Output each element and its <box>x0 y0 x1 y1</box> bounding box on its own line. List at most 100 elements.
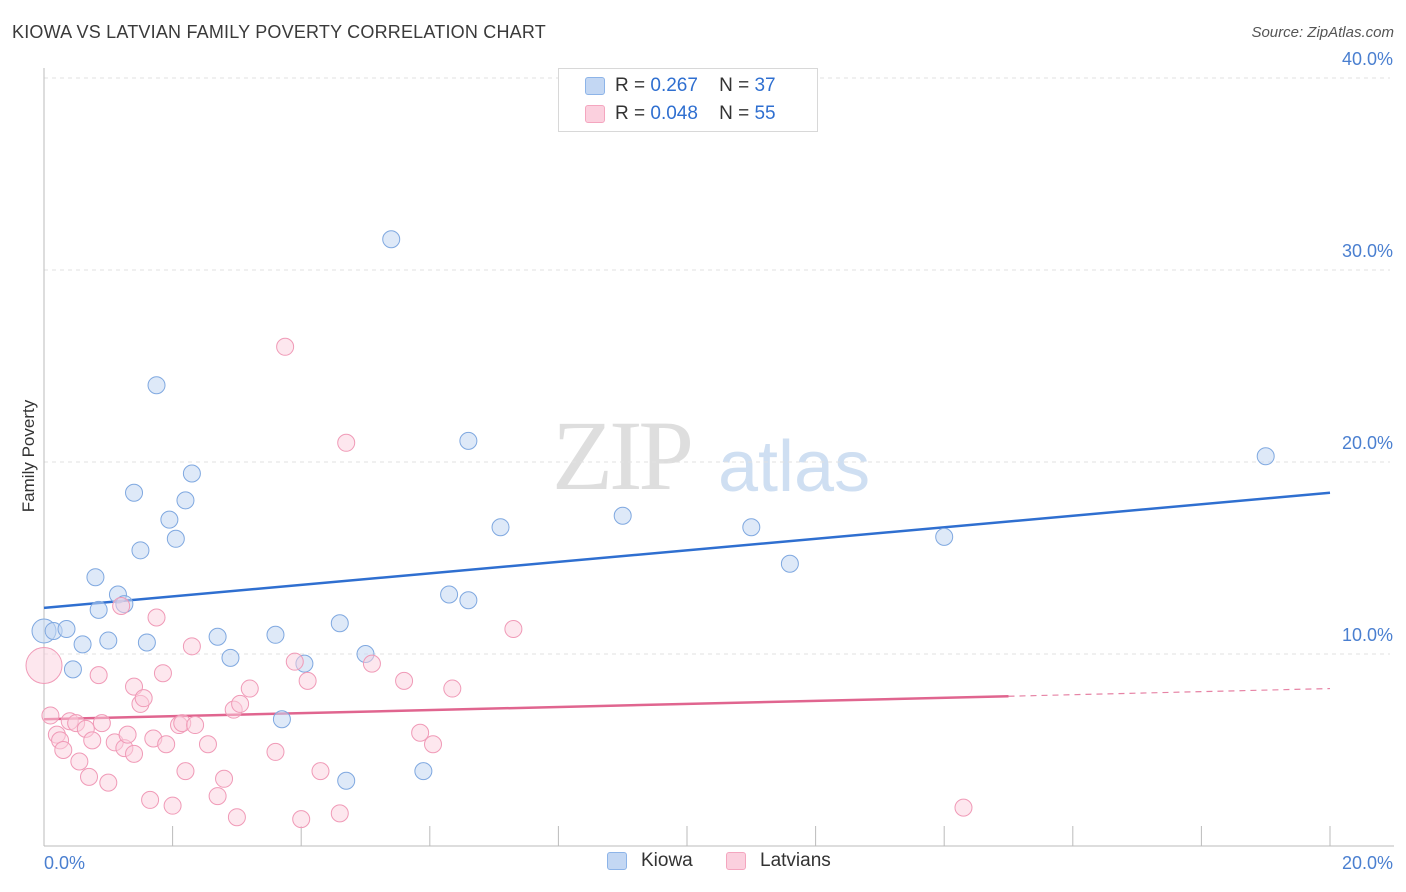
kiowa-point <box>221 648 240 667</box>
latvians-point <box>125 677 144 696</box>
bottom-legend-label: Latvians <box>760 850 831 871</box>
x-tick-label: 20.0% <box>1342 853 1393 873</box>
legend-r-value: 0.267 <box>650 75 698 96</box>
chart-title: KIOWA VS LATVIAN FAMILY POVERTY CORRELAT… <box>12 22 546 42</box>
kiowa-swatch <box>585 77 605 95</box>
latvians-point <box>215 769 234 788</box>
correlation-legend: R = 0.267 N = 37 R = 0.048 N = 55 <box>558 68 818 132</box>
latvians-point <box>118 725 137 744</box>
latvians-point <box>134 689 153 708</box>
legend-n-value: 55 <box>754 103 776 124</box>
latvians-point <box>276 337 295 356</box>
legend-row-kiowa: R = 0.267 N = 37 <box>585 73 776 99</box>
kiowa-swatch <box>607 852 627 870</box>
kiowa-point <box>99 631 118 650</box>
latvians-point <box>186 716 205 735</box>
legend-n-label: N = <box>719 103 750 124</box>
y-tick-label: 10.0% <box>1342 625 1393 645</box>
kiowa-point <box>459 591 478 610</box>
latvians-point <box>240 679 259 698</box>
kiowa-point <box>613 506 632 525</box>
kiowa-point <box>459 431 478 450</box>
latvians-point <box>285 652 304 671</box>
kiowa-point <box>147 376 166 395</box>
latvians-point <box>41 706 60 725</box>
latvians-point <box>112 597 131 615</box>
latvians-point <box>176 762 195 781</box>
y-tick-label: 20.0% <box>1342 433 1393 453</box>
latvians-point <box>182 637 201 656</box>
bottom-legend-label: Kiowa <box>641 850 693 871</box>
latvians-point <box>125 744 144 763</box>
y-axis-label: Family Poverty <box>19 399 38 512</box>
kiowa-point <box>414 762 433 781</box>
legend-n-value: 37 <box>754 75 776 96</box>
chart-source: Source: ZipAtlas.com <box>1251 24 1394 41</box>
kiowa-point <box>86 568 105 587</box>
x-tick-label: 0.0% <box>44 853 85 873</box>
kiowa-trend-line <box>43 491 1331 610</box>
latvians-point <box>157 735 176 754</box>
kiowa-point <box>491 518 510 537</box>
kiowa-point <box>330 614 349 633</box>
latvians-point <box>298 671 317 690</box>
kiowa-point <box>166 529 185 548</box>
kiowa-point <box>440 585 459 604</box>
latvians-point <box>70 752 89 771</box>
kiowa-point <box>176 491 195 510</box>
y-tick-label: 30.0% <box>1342 241 1393 261</box>
kiowa-point <box>57 620 76 639</box>
latvians-point <box>163 796 182 815</box>
legend-row-latvians: R = 0.048 N = 55 <box>585 101 776 127</box>
watermark-zip: ZIP <box>552 400 694 511</box>
latvians-point <box>311 762 330 781</box>
latvians-point <box>147 608 166 627</box>
latvians-point <box>141 790 160 809</box>
kiowa-point <box>131 541 150 560</box>
latvians-trend-extension <box>1008 687 1331 697</box>
kiowa-point <box>63 660 82 679</box>
y-tick-label: 40.0% <box>1342 49 1393 69</box>
latvians-point <box>954 798 973 817</box>
kiowa-point <box>382 230 401 249</box>
kiowa-point <box>73 635 92 654</box>
latvians-trend-line <box>43 694 1009 721</box>
axes <box>43 68 1394 847</box>
legend-n-label: N = <box>719 75 750 96</box>
trend-lines <box>43 491 1331 721</box>
latvians-point <box>92 714 111 733</box>
latvians-point <box>153 664 172 683</box>
kiowa-point <box>89 600 108 619</box>
bottom-legend-kiowa: Kiowa <box>607 850 693 872</box>
kiowa-point <box>337 771 356 790</box>
latvians-point <box>411 723 430 742</box>
kiowa-point <box>160 510 179 529</box>
kiowa-point <box>780 554 799 573</box>
tick-labels: 10.0% 20.0% 30.0% 40.0% 0.0% 20.0% <box>44 49 1393 873</box>
latvians-point <box>443 679 462 698</box>
legend-r-label: R = <box>615 103 646 124</box>
latvians-point <box>424 735 443 754</box>
latvians-point <box>395 671 414 690</box>
latvians-point <box>208 787 227 806</box>
latvians-point <box>80 767 99 786</box>
bottom-legend-latvians: Latvians <box>726 850 831 872</box>
legend-r-value: 0.048 <box>650 103 698 124</box>
latvians-point <box>198 735 217 754</box>
latvians-point <box>266 742 285 761</box>
kiowa-point <box>182 464 201 483</box>
kiowa-point <box>125 483 144 502</box>
kiowa-point <box>208 627 227 646</box>
kiowa-point <box>935 527 954 546</box>
latvians-point <box>89 666 108 685</box>
latvians-point <box>362 654 381 673</box>
watermark-atlas: atlas <box>718 427 871 507</box>
latvians-swatch <box>726 852 746 870</box>
data-points <box>25 230 1275 829</box>
latvians-swatch <box>585 105 605 123</box>
kiowa-point <box>137 633 156 652</box>
latvians-point <box>337 433 356 452</box>
latvians-point <box>99 773 118 792</box>
latvians-point <box>54 741 73 759</box>
